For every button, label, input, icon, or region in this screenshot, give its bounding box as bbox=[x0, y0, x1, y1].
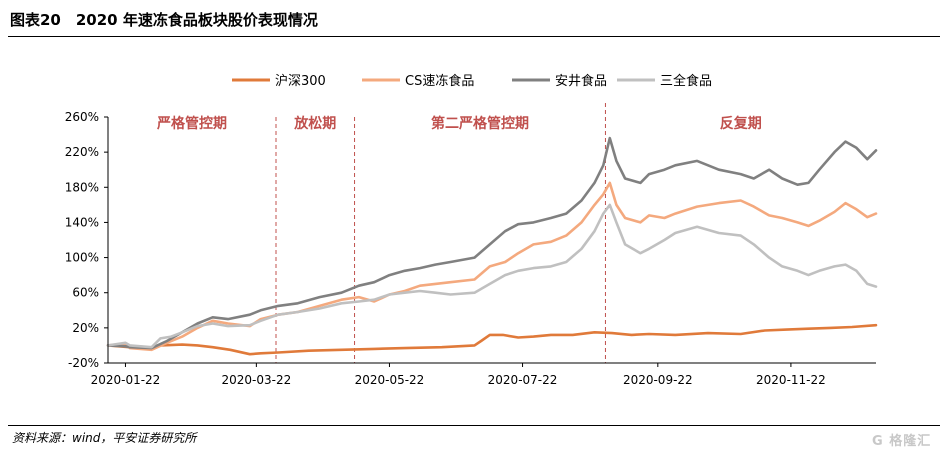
y-tick-label: 60% bbox=[72, 286, 99, 300]
y-tick-label: 100% bbox=[65, 251, 99, 265]
phase-annotations: 严格管控期 放松期 第二严格管控期 反复期 bbox=[156, 103, 762, 363]
y-tick-label: 260% bbox=[65, 110, 99, 124]
series-line bbox=[106, 323, 878, 356]
x-tick-label: 2020-03-22 bbox=[221, 373, 291, 387]
phase-label: 第二严格管控期 bbox=[431, 115, 529, 132]
phase-label: 严格管控期 bbox=[156, 115, 227, 132]
legend-label: 三全食品 bbox=[660, 73, 712, 89]
legend-label: 沪深300 bbox=[275, 73, 326, 89]
x-tick-label: 2020-09-22 bbox=[623, 373, 693, 387]
y-tick-label: -20% bbox=[68, 356, 99, 370]
footer-divider bbox=[8, 425, 940, 426]
phase-label: 放松期 bbox=[293, 115, 336, 132]
series-line bbox=[106, 136, 878, 350]
x-tick-label: 2020-11-22 bbox=[756, 373, 826, 387]
title-bar: 图表20 2020 年速冻食品板块股价表现情况 bbox=[8, 0, 940, 37]
phase-label: 反复期 bbox=[720, 115, 762, 132]
x-tick-label: 2020-07-22 bbox=[488, 373, 558, 387]
y-tick-label: 180% bbox=[65, 180, 99, 194]
legend-label: CS速冻食品 bbox=[405, 73, 474, 89]
x-tick-label: 2020-01-22 bbox=[91, 373, 161, 387]
chart-title: 图表20 2020 年速冻食品板块股价表现情况 bbox=[10, 11, 318, 29]
series-layer bbox=[106, 136, 878, 356]
x-tick-label: 2020-05-22 bbox=[355, 373, 425, 387]
y-tick-label: 140% bbox=[65, 215, 99, 229]
series-line bbox=[106, 203, 878, 349]
source-note: 资料来源：wind，平安证券研究所 bbox=[12, 431, 197, 445]
y-tick-label: 220% bbox=[65, 145, 99, 159]
y-tick-label: 20% bbox=[72, 321, 99, 335]
axes: -20% 20% 60% 100% 140% 180% 220% 260% 2020-01-22… bbox=[65, 110, 876, 387]
legend: 沪深300 CS速冻食品 安井食品 三全食品 bbox=[232, 73, 712, 89]
legend-label: 安井食品 bbox=[555, 73, 607, 89]
watermark-logo: G 格隆汇 bbox=[872, 434, 932, 449]
